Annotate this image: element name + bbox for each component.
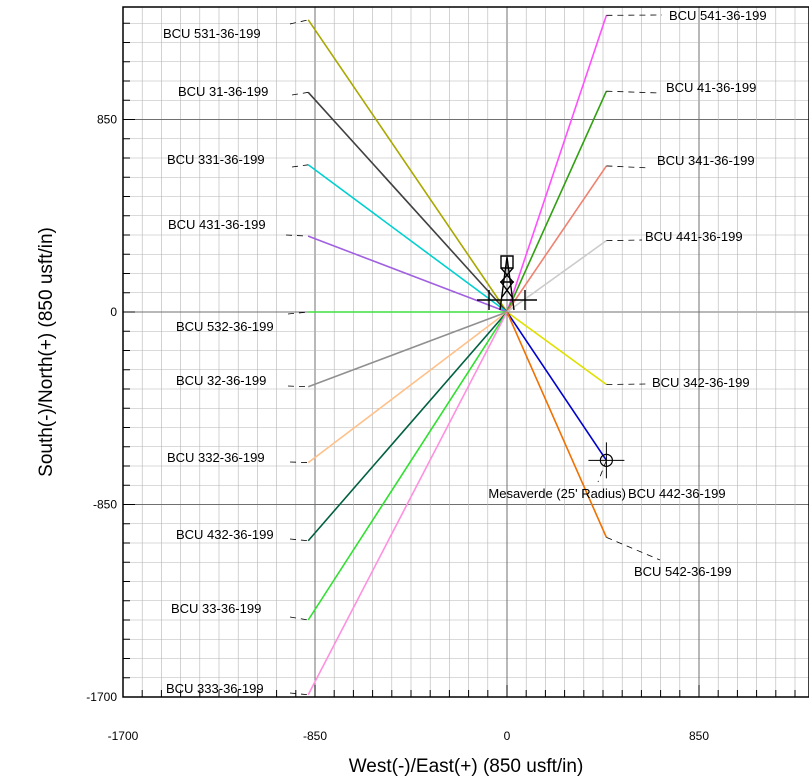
rig-leg — [499, 256, 515, 311]
well-label: BCU 431-36-199 — [168, 217, 266, 232]
axis-ticks — [122, 22, 796, 698]
annotation-leader — [597, 460, 607, 483]
well-path — [506, 311, 608, 461]
well-path — [307, 235, 508, 313]
well-path — [506, 311, 608, 538]
label-leader — [289, 616, 309, 621]
label-leader — [291, 164, 309, 168]
well-label: BCU 331-36-199 — [167, 152, 265, 167]
label-leader — [287, 385, 309, 388]
well-path — [307, 311, 508, 542]
well-label: BCU 33-36-199 — [171, 601, 261, 616]
well-label: BCU 32-36-199 — [176, 373, 266, 388]
rig-bracing — [500, 267, 514, 298]
x-tick-label: 0 — [504, 729, 511, 743]
well-path — [506, 90, 608, 313]
annotation-label: Mesaverde (25' Radius) — [488, 486, 626, 501]
x-axis-label: West(-)/East(+) (850 usft/in) — [349, 756, 584, 777]
well-path — [307, 164, 508, 313]
y-tick-label: -1700 — [86, 690, 117, 704]
well-path — [307, 19, 508, 313]
well-label: BCU 333-36-199 — [166, 681, 264, 696]
drilling-rig-icon — [477, 255, 537, 311]
well-label: BCU 342-36-199 — [652, 375, 750, 390]
well-label: BCU 531-36-199 — [163, 26, 261, 41]
label-leader — [289, 538, 309, 542]
tick-labels: -1700 -850 0 850 -1700 -850 0 850 — [86, 113, 709, 744]
label-leader — [606, 90, 661, 94]
well-label: BCU 442-36-199 — [628, 486, 726, 501]
well-path — [307, 91, 508, 313]
label-leader — [289, 19, 309, 25]
well-label: BCU 441-36-199 — [645, 229, 743, 244]
well-path — [506, 240, 607, 313]
y-tick-label: 850 — [97, 113, 117, 127]
label-leader — [287, 311, 309, 315]
y-tick-label: -850 — [93, 498, 117, 512]
well-paths — [307, 15, 608, 696]
label-leader — [285, 234, 309, 237]
target-symbol-icon — [588, 442, 625, 479]
well-label: BCU 542-36-199 — [634, 564, 732, 579]
label-leader — [606, 536, 661, 561]
well-label: BCU 432-36-199 — [176, 527, 274, 542]
x-tick-label: -850 — [303, 729, 327, 743]
well-path — [307, 311, 508, 464]
well-path — [506, 165, 608, 313]
label-leaders — [285, 14, 663, 696]
plot-frame — [122, 6, 809, 698]
label-leader — [291, 91, 309, 96]
y-tick-label: 0 — [110, 305, 117, 319]
well-label: BCU 532-36-199 — [176, 319, 274, 334]
label-leader — [606, 165, 651, 169]
well-path — [307, 311, 508, 696]
label-leader — [606, 239, 643, 242]
x-tick-label: -1700 — [108, 729, 139, 743]
well-path — [307, 311, 508, 621]
well-path — [307, 311, 508, 388]
grid — [122, 7, 809, 698]
well-labels: BCU 531-36-199 BCU 31-36-199 BCU 331-36-19… — [163, 8, 767, 696]
x-tick-label: 850 — [689, 729, 709, 743]
well-path — [506, 15, 608, 313]
well-label: BCU 541-36-199 — [669, 8, 767, 23]
label-leader — [289, 461, 309, 464]
well-label: BCU 332-36-199 — [167, 450, 265, 465]
well-path — [506, 311, 607, 386]
y-axis-label: South(-)/North(+) (850 usft/in) — [36, 227, 57, 477]
label-leader — [289, 692, 309, 696]
well-label: BCU 341-36-199 — [657, 153, 755, 168]
well-label: BCU 31-36-199 — [178, 84, 268, 99]
well-label: BCU 41-36-199 — [666, 80, 756, 95]
